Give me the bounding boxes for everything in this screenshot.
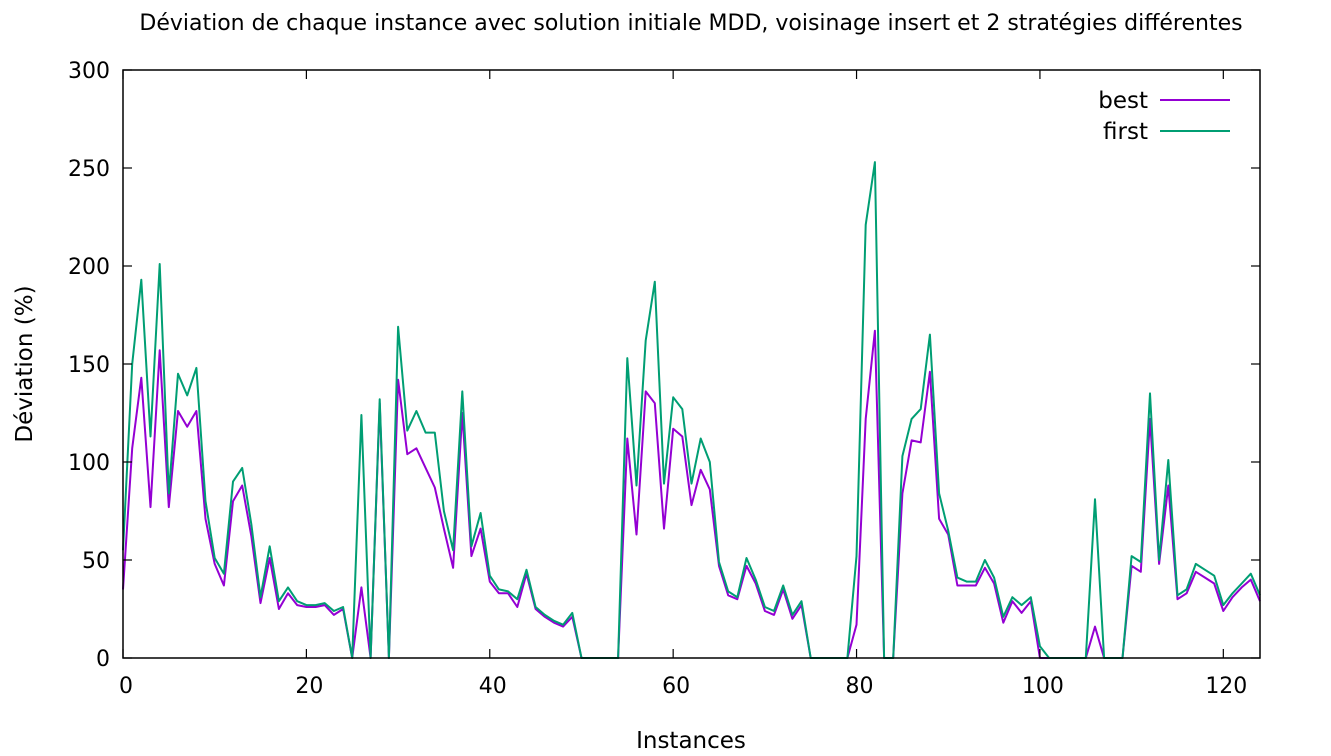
y-axis: 0 50 100 150 200 250 300 <box>68 59 1260 672</box>
y-tick-label: 0 <box>96 647 110 672</box>
plot-area <box>122 161 1261 659</box>
chart-title: Déviation de chaque instance avec soluti… <box>139 11 1242 36</box>
plot-frame <box>122 69 1261 659</box>
x-tick-label: 60 <box>662 674 690 699</box>
series-line-first <box>122 161 1261 659</box>
y-tick-label: 100 <box>68 451 110 476</box>
legend-label-best: best <box>1098 88 1148 114</box>
x-tick-label: 20 <box>295 674 323 699</box>
x-axis-label: Instances <box>636 728 746 754</box>
y-tick-label: 150 <box>68 353 110 378</box>
x-tick-label: 0 <box>119 674 133 699</box>
x-tick-label: 120 <box>1205 674 1247 699</box>
x-axis: 0 20 40 60 80 100 120 <box>119 70 1247 699</box>
y-tick-label: 200 <box>68 255 110 280</box>
legend: best first <box>1098 88 1230 145</box>
y-tick-label: 300 <box>68 59 110 84</box>
x-tick-label: 80 <box>846 674 874 699</box>
y-tick-label: 250 <box>68 157 110 182</box>
y-tick-label: 50 <box>82 549 110 574</box>
y-axis-label: Déviation (%) <box>12 285 38 442</box>
x-tick-label: 40 <box>479 674 507 699</box>
legend-label-first: first <box>1103 119 1148 145</box>
x-tick-label: 100 <box>1022 674 1064 699</box>
